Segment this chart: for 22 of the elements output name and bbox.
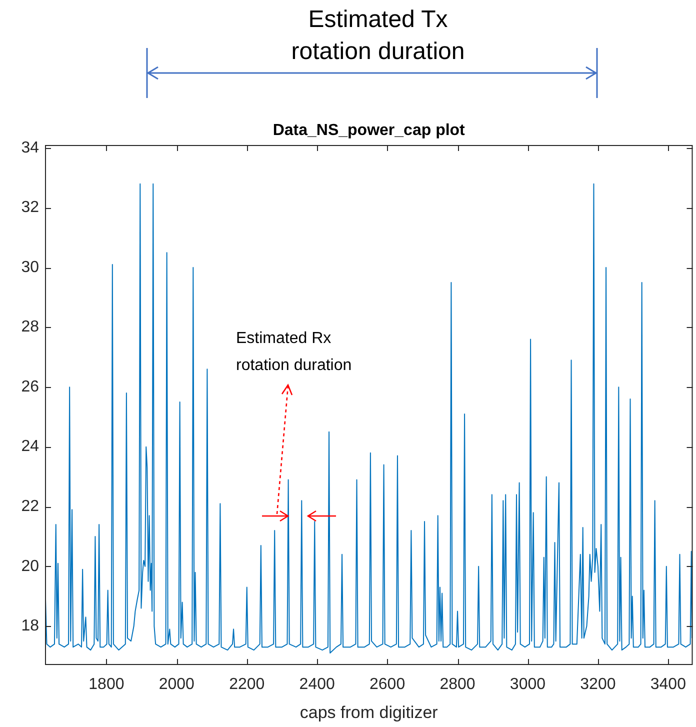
text: Estimated Tx rotation duration: [290, 5, 466, 67]
x-tick-label: 2400: [299, 676, 335, 694]
x-tick-label: 2200: [229, 676, 265, 694]
y-tick-label: 34: [21, 139, 40, 156]
x-tick-label: 2800: [440, 676, 476, 694]
y-tick-label: 26: [21, 378, 40, 396]
y-tick-label: 28: [21, 318, 40, 336]
y-tick-label: 20: [21, 558, 40, 575]
y-tick-label: 24: [21, 438, 40, 456]
x-tick-label: 3400: [650, 676, 686, 694]
y-tick-label: 30: [21, 258, 40, 276]
chart-title: Data_NS_power_cap plot: [272, 122, 465, 140]
y-tick-label: 22: [21, 498, 40, 516]
y-tick-label: 18: [21, 618, 40, 635]
x-tick-label: 3000: [510, 676, 546, 694]
x-tick-label: 2600: [370, 676, 406, 694]
x-tick-label: 1800: [88, 676, 124, 694]
y-tick-label: 32: [21, 199, 40, 216]
annotation: Estimated Rx rotation duration: [236, 329, 353, 376]
x-tick-label: 3200: [580, 676, 616, 694]
x-axis-title: caps from digitizer: [300, 703, 438, 723]
x-tick-label: 2000: [158, 676, 195, 694]
